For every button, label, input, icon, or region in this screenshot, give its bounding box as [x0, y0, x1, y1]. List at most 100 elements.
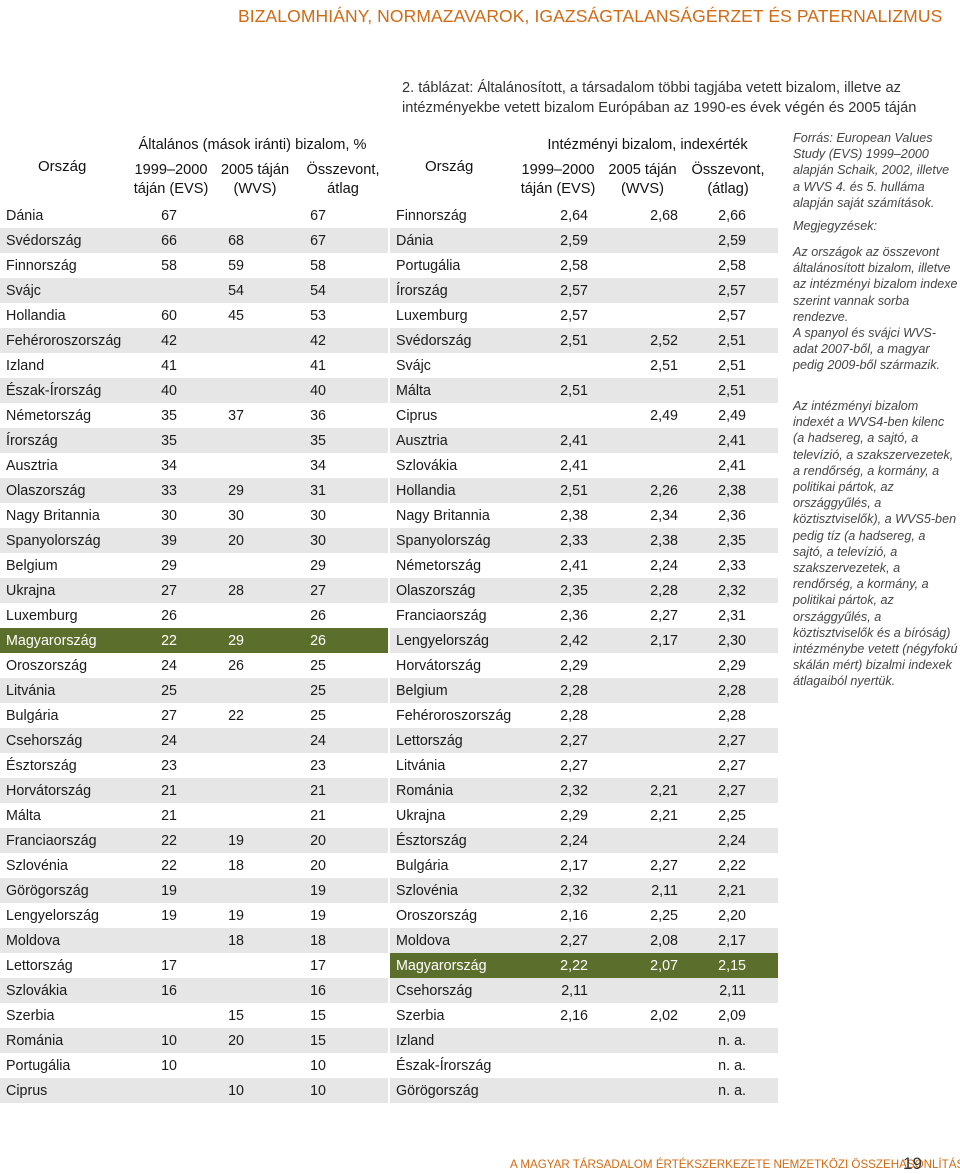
- value-combined-cell: 26: [310, 607, 326, 624]
- value-combined-cell: 2,36: [718, 507, 746, 524]
- value-combined-cell: 2,33: [718, 557, 746, 574]
- value-1999-cell: 22: [161, 857, 177, 874]
- value-2005-cell: [596, 303, 686, 328]
- spacer-cell: [356, 278, 388, 303]
- value-combined-cell: 31: [272, 478, 356, 503]
- country-cell: Franciaország: [396, 607, 487, 624]
- left-col1-header: 1999–2000 táján (EVS): [133, 162, 209, 197]
- value-combined-cell: 15: [310, 1007, 326, 1024]
- spacer-cell: [356, 1028, 388, 1053]
- country-cell: Lengyelország: [6, 907, 99, 924]
- country-cell: Svédország: [0, 228, 128, 253]
- value-combined-cell: 54: [272, 278, 356, 303]
- value-2005-cell: 2,34: [650, 507, 678, 524]
- value-combined-cell: 36: [310, 407, 326, 424]
- value-1999-cell: 2,16: [560, 907, 588, 924]
- value-1999-cell: 2,27: [560, 757, 588, 774]
- country-cell: Spanyolország: [390, 528, 518, 553]
- value-1999-cell: 21: [161, 807, 177, 824]
- country-cell: Írország: [0, 428, 128, 453]
- value-2005-cell: 19: [185, 828, 272, 853]
- country-cell: Málta: [390, 378, 518, 403]
- table-row: Svédország 2,51 2,52 2,51: [390, 328, 778, 353]
- value-1999-cell: [518, 403, 596, 428]
- value-combined-cell: 2,51: [718, 357, 746, 374]
- value-2005-cell: 2,24: [650, 557, 678, 574]
- value-2005-cell: [596, 428, 686, 453]
- country-cell: Észak-Írország: [396, 1057, 492, 1074]
- country-cell: Lettország: [390, 728, 518, 753]
- value-1999-cell: 35: [161, 407, 177, 424]
- left-col2-header: 2005 táján (WVS): [220, 162, 290, 197]
- spacer-cell: [356, 328, 388, 353]
- country-cell: Litvánia: [0, 678, 128, 703]
- value-2005-cell: [596, 228, 686, 253]
- value-1999-cell: [518, 1078, 596, 1103]
- value-2005-cell: 28: [185, 578, 272, 603]
- value-2005-cell: 10: [185, 1078, 272, 1103]
- country-cell: Ciprus: [396, 407, 438, 424]
- table-row: Litvánia 25 25: [0, 678, 388, 703]
- country-cell: Málta: [6, 807, 41, 824]
- country-cell: Észtország: [390, 828, 518, 853]
- value-combined-cell: 17: [310, 957, 326, 974]
- value-combined-cell: 21: [310, 807, 326, 824]
- value-combined-cell: 2,57: [718, 307, 746, 324]
- value-2005-cell: [596, 253, 686, 278]
- value-1999-cell: 2,41: [560, 557, 588, 574]
- value-2005-cell: [596, 978, 686, 1003]
- table-row: Szerbia 2,16 2,02 2,09: [390, 1003, 778, 1028]
- value-1999-cell: 24: [161, 657, 177, 674]
- table-row: Észtország 23 23: [0, 753, 388, 778]
- value-2005-cell: [185, 203, 272, 228]
- table-row: Románia 2,32 2,21 2,27: [390, 778, 778, 803]
- country-cell: Nagy Britannia: [6, 507, 100, 524]
- value-1999-cell: 2,27: [518, 928, 596, 953]
- country-cell: Ciprus: [0, 1078, 128, 1103]
- value-1999-cell: 58: [161, 257, 177, 274]
- note-index-method: Az intézményi bizalom indexét a WVS4-ben…: [793, 399, 958, 689]
- value-2005-cell: 59: [228, 257, 244, 274]
- table-row: Lengyelország 2,42 2,17 2,30: [390, 628, 778, 653]
- country-cell: Románia: [0, 1028, 128, 1053]
- spacer-cell: [356, 878, 388, 903]
- value-2005-cell: 2,51: [650, 357, 678, 374]
- table-row: Spanyolország 2,33 2,38 2,35: [390, 528, 778, 553]
- value-combined-cell: 2,24: [686, 828, 778, 853]
- right-col3-header: Összevont, (átlag): [691, 162, 765, 197]
- value-2005-cell: [596, 728, 686, 753]
- table-row: Szlovénia 22 18 20: [0, 853, 388, 878]
- value-combined-cell: 42: [272, 328, 356, 353]
- spacer-cell: [356, 228, 388, 253]
- value-2005-cell: 2,26: [596, 478, 686, 503]
- country-cell: Ausztria: [390, 428, 518, 453]
- value-1999-cell: 29: [161, 557, 177, 574]
- value-combined-cell: 2,32: [686, 578, 778, 603]
- value-combined-cell: 29: [310, 557, 326, 574]
- spacer-cell: [356, 703, 388, 728]
- value-combined-cell: 41: [310, 357, 326, 374]
- spacer-cell: [356, 203, 388, 228]
- value-1999-cell: 19: [128, 878, 185, 903]
- spacer-cell: [356, 453, 388, 478]
- table-row: Szlovákia 16 16: [0, 978, 388, 1003]
- value-2005-cell: [185, 1053, 272, 1078]
- value-1999-cell: 2,17: [560, 857, 588, 874]
- table-caption: 2. táblázat: Általánosított, a társadalo…: [402, 80, 917, 116]
- country-cell: Németország: [396, 557, 482, 574]
- table-row: Moldova 2,27 2,08 2,17: [390, 928, 778, 953]
- value-2005-cell: [596, 678, 686, 703]
- value-2005-cell: 2,27: [650, 857, 678, 874]
- value-1999-cell: 2,27: [518, 728, 596, 753]
- value-2005-cell: 2,27: [650, 607, 678, 624]
- table-row: Olaszország 2,35 2,28 2,32: [390, 578, 778, 603]
- value-combined-cell: 2,25: [718, 807, 746, 824]
- country-cell: Magyarország: [390, 953, 518, 978]
- country-cell: Nagy Britannia: [396, 507, 490, 524]
- value-1999-cell: 2,29: [560, 807, 588, 824]
- table-row: Szerbia 15 15: [0, 1003, 388, 1028]
- value-2005-cell: 2,21: [650, 807, 678, 824]
- value-combined-cell: 2,31: [718, 607, 746, 624]
- table-row: Fehéroroszország 42 42: [0, 328, 388, 353]
- country-cell: Bulgária: [6, 707, 59, 724]
